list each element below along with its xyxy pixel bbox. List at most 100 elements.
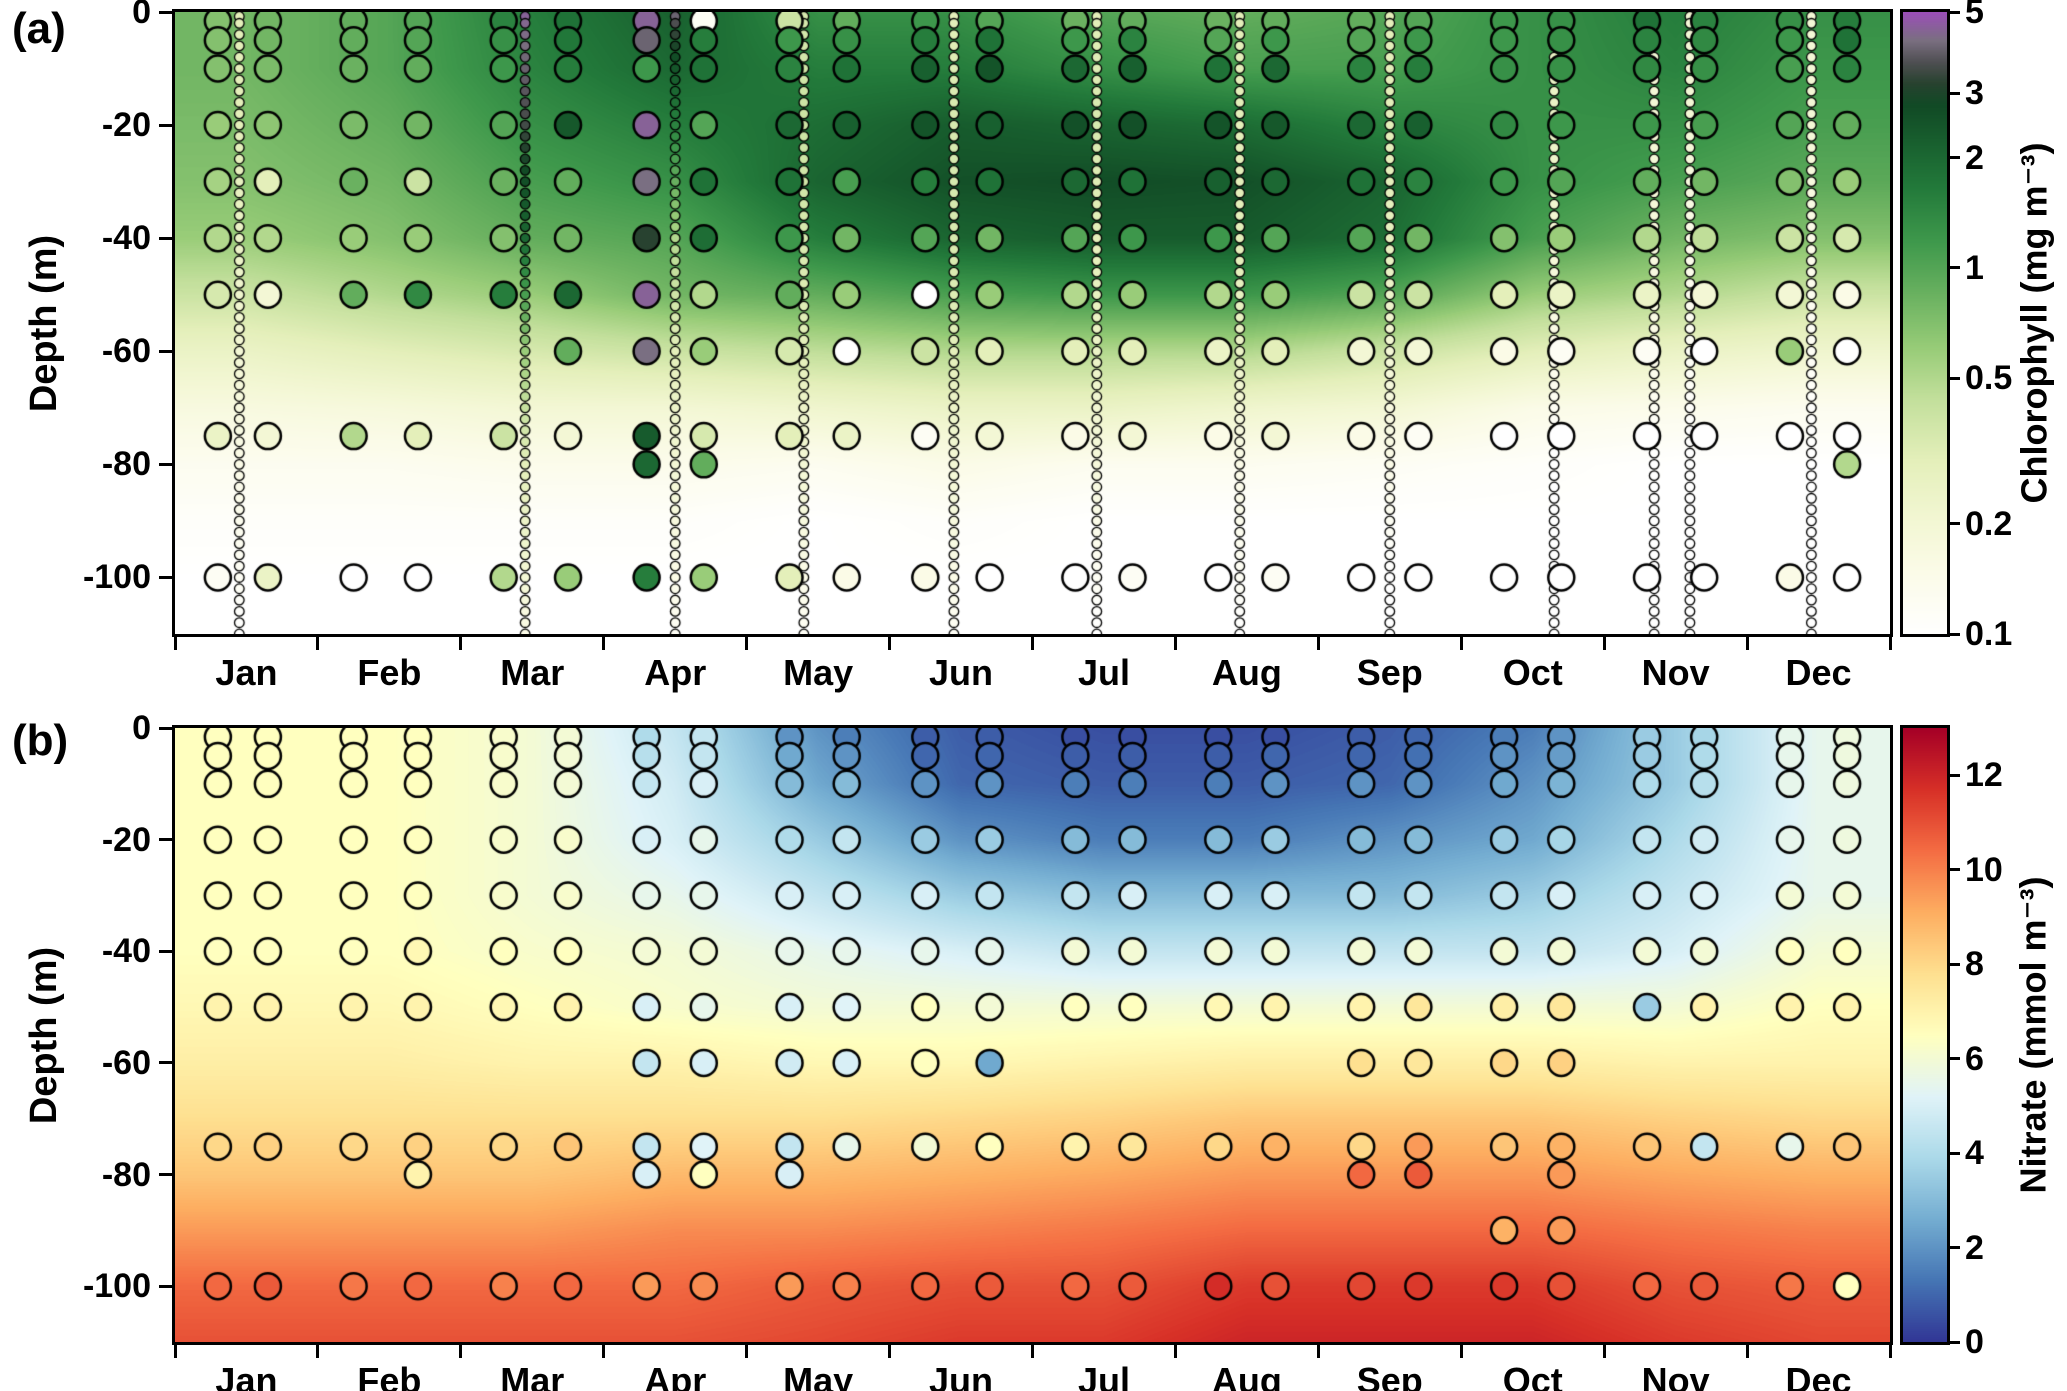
colorbar-tick [1950,773,1960,777]
x-axis-tick [888,637,892,650]
x-axis-tick [173,1345,177,1358]
month-label: Dec [1785,1360,1852,1391]
x-axis-tick [602,637,606,650]
x-axis-tick [316,637,320,650]
panel-a-y-axis-label: Depth (m) [23,234,66,412]
panel-a-colorbar-title: Chlorophyll (mg m⁻³) [2013,142,2054,504]
panel-a-label: (a) [12,4,66,53]
colorbar-tick [1950,522,1960,526]
month-label: Feb [357,1360,422,1391]
colorbar-tick [1950,10,1960,14]
depth-tick-label: -40 [101,932,151,971]
colorbar-tick [1950,1151,1960,1155]
y-axis-tick [159,123,172,127]
y-axis-tick [159,1173,172,1177]
colorbar-tick [1950,156,1960,160]
month-label: Mar [500,652,565,693]
y-axis-tick [159,462,172,466]
depth-tick-label: 0 [132,709,151,747]
y-axis-tick [159,838,172,842]
y-axis-tick [159,349,172,353]
month-label: Aug [1211,652,1282,693]
month-label: Mar [500,1360,565,1391]
month-label: Jun [929,1360,994,1391]
depth-tick-label: -60 [101,1043,151,1082]
colorbar-tick-label: 0.2 [1965,504,2013,543]
x-axis-tick [1031,637,1034,650]
x-axis-tick [1459,637,1463,650]
colorbar-tick-label: 0.5 [1965,359,2013,398]
month-label: Oct [1502,652,1563,693]
x-axis-tick [888,1345,892,1358]
month-label: May [783,1360,854,1391]
x-axis-tick [1173,1345,1177,1358]
month-label: Jun [929,652,994,693]
colorbar-tick-label: 6 [1965,1039,1984,1078]
x-axis-tick [1316,1345,1320,1358]
colorbar-tick [1950,1246,1960,1250]
month-label: Sep [1356,1360,1423,1391]
panel-b-colorbar-title: Nitrate (mmol m⁻³) [2013,876,2054,1194]
colorbar-tick-label: 12 [1965,756,2003,795]
colorbar-tick [1950,91,1960,95]
x-axis-tick [1602,1345,1606,1358]
x-axis-tick [1459,1345,1463,1358]
x-axis-tick [459,1345,463,1358]
panel-b-label: (b) [12,716,69,765]
colorbar-tick-label: 10 [1965,850,2003,889]
x-axis-tick [1602,637,1606,650]
colorbar-tick [1950,1340,1960,1344]
depth-tick-label: -80 [101,1155,151,1194]
y-axis-tick [159,1284,172,1288]
colorbar-tick-label: 0.1 [1965,615,2013,653]
x-axis-tick [1173,637,1177,650]
depth-tick-label: 0 [132,0,151,31]
x-axis-tick [1888,637,1892,650]
colorbar-tick-label: 2 [1965,1228,1984,1267]
month-label: Oct [1502,1360,1563,1391]
x-axis-tick [1888,1345,1892,1358]
y-axis-tick [159,726,172,730]
x-axis-tick [1745,637,1749,650]
panel-b-colorbar-title-wrap: Nitrate (mmol m⁻³) [2002,728,2066,1342]
colorbar-tick-label: 0 [1965,1323,1984,1361]
panel-b-heatmap-canvas [175,728,1890,1342]
month-label: Apr [644,1360,707,1391]
y-axis-tick [159,575,172,579]
x-axis-tick [1316,637,1320,650]
panel-a-colorbar-canvas [1903,12,1947,634]
colorbar-tick [1950,632,1960,636]
x-axis-tick [602,1345,606,1358]
x-axis-tick [1745,1345,1749,1358]
month-label: Dec [1785,652,1852,693]
depth-tick-label: -100 [82,1267,151,1306]
colorbar-tick [1950,1057,1960,1061]
x-axis-tick [173,637,177,650]
month-label: Nov [1641,1360,1710,1391]
y-axis-tick [159,236,172,240]
x-axis-tick [745,637,749,650]
depth-tick-label: -100 [82,558,151,597]
month-label: Nov [1641,652,1710,693]
colorbar-tick [1950,376,1960,380]
month-label: Jul [1077,652,1130,693]
colorbar-tick [1950,266,1960,270]
depth-tick-label: -80 [101,445,151,484]
month-label: Feb [357,652,422,693]
y-axis-tick [159,1061,172,1065]
month-label: Apr [644,652,707,693]
month-label: Jul [1077,1360,1130,1391]
depth-tick-label: -20 [101,820,151,859]
colorbar-tick-label: 1 [1965,248,1984,287]
colorbar-tick [1950,868,1960,872]
x-axis-tick [316,1345,320,1358]
x-axis-tick [745,1345,749,1358]
month-label: Jan [215,1360,278,1391]
x-axis-tick [459,637,463,650]
colorbar-tick-label: 5 [1965,0,1984,31]
month-label: Jan [215,652,278,693]
depth-tick-label: -60 [101,332,151,371]
panel-b-colorbar-canvas [1903,728,1947,1342]
colorbar-tick [1950,962,1960,966]
